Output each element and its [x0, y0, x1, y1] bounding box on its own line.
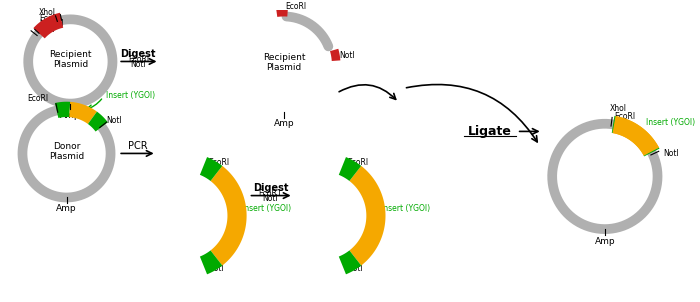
Polygon shape: [339, 157, 361, 181]
Text: XhoI: XhoI: [609, 104, 626, 113]
Polygon shape: [200, 250, 223, 274]
Text: Digest: Digest: [253, 183, 288, 193]
Polygon shape: [211, 166, 246, 265]
Text: NotI: NotI: [262, 194, 279, 203]
Text: Insert (YGOI): Insert (YGOI): [381, 204, 430, 213]
Text: Insert (YGOI): Insert (YGOI): [241, 204, 291, 213]
Text: NotI: NotI: [130, 60, 146, 69]
Text: NotI: NotI: [106, 117, 122, 125]
Text: Amp: Amp: [60, 111, 80, 120]
Polygon shape: [34, 13, 63, 38]
Text: Amp: Amp: [594, 237, 615, 246]
Text: EcoRI: EcoRI: [128, 55, 149, 64]
Polygon shape: [330, 49, 340, 61]
Text: Recipient
Plasmid: Recipient Plasmid: [49, 50, 92, 69]
Polygon shape: [339, 250, 361, 274]
Text: Ligate: Ligate: [468, 125, 512, 138]
Text: EcoRI: EcoRI: [27, 94, 49, 103]
Text: HindIII: HindIII: [39, 19, 64, 28]
Text: NotI: NotI: [347, 264, 363, 273]
Text: Recipient
Plasmid: Recipient Plasmid: [262, 53, 305, 72]
Polygon shape: [644, 148, 659, 156]
Text: PCR: PCR: [127, 141, 147, 151]
Text: EcoRI: EcoRI: [285, 2, 306, 11]
Text: Amp: Amp: [274, 119, 294, 128]
Text: Insert (YGOI): Insert (YGOI): [646, 118, 695, 127]
Polygon shape: [88, 111, 108, 132]
Polygon shape: [69, 102, 97, 124]
Polygon shape: [276, 8, 288, 17]
Text: EcoRI: EcoRI: [347, 158, 368, 167]
Polygon shape: [612, 116, 615, 133]
Text: Insert (YGOI): Insert (YGOI): [106, 92, 155, 100]
Text: XhoI: XhoI: [39, 8, 56, 17]
Polygon shape: [612, 116, 659, 156]
Polygon shape: [612, 116, 659, 156]
Text: Amp: Amp: [56, 204, 77, 214]
Text: NotI: NotI: [209, 264, 224, 273]
Text: NotI: NotI: [340, 51, 356, 60]
Text: EcoR1: EcoR1: [259, 189, 282, 198]
Text: Donor
Plasmid: Donor Plasmid: [49, 142, 84, 161]
Text: NotI: NotI: [39, 25, 55, 34]
Polygon shape: [349, 166, 386, 265]
Polygon shape: [55, 102, 70, 118]
Text: EcoRI: EcoRI: [209, 158, 230, 167]
Text: Digest: Digest: [120, 49, 156, 59]
Text: NotI: NotI: [663, 149, 679, 159]
Text: EcoRI: EcoRI: [39, 14, 60, 23]
Polygon shape: [200, 157, 223, 181]
Text: EcoRI: EcoRI: [615, 112, 636, 121]
